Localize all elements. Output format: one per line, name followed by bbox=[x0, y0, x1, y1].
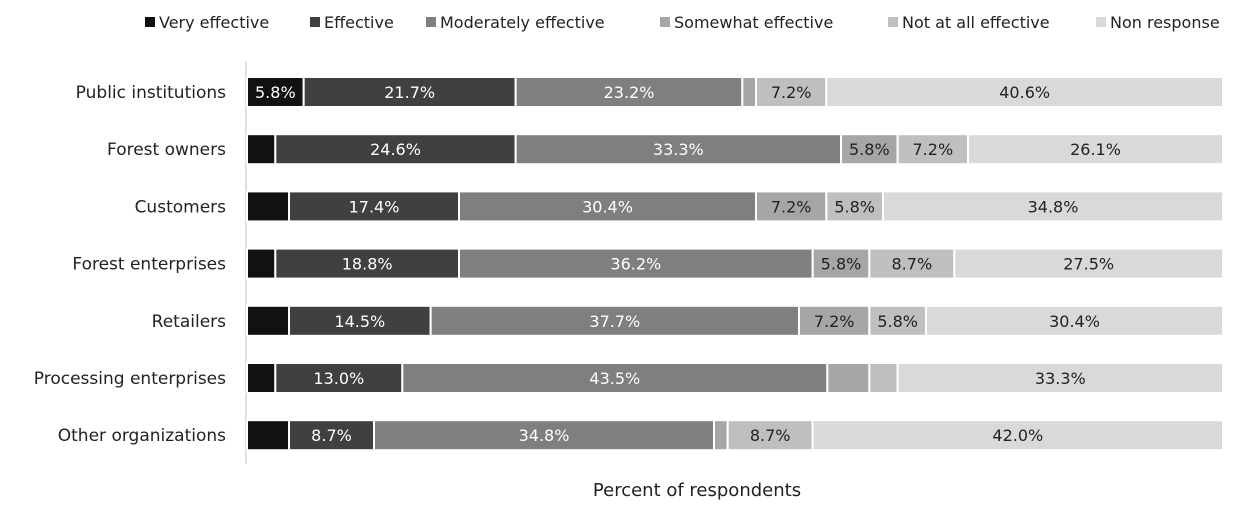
bar-segment bbox=[741, 76, 758, 108]
bar-segment bbox=[514, 76, 744, 108]
data-label: 34.8% bbox=[1028, 197, 1079, 216]
data-label: 13.0% bbox=[313, 369, 364, 388]
legend-label: Moderately effective bbox=[440, 13, 605, 32]
legend-swatch bbox=[660, 17, 670, 27]
data-label: 43.5% bbox=[589, 369, 640, 388]
data-label: 14.5% bbox=[334, 312, 385, 331]
data-label: 5.8% bbox=[255, 83, 296, 102]
data-label: 5.8% bbox=[877, 312, 918, 331]
legend-swatch bbox=[1096, 17, 1106, 27]
data-label: 23.2% bbox=[604, 83, 655, 102]
bar-segment bbox=[924, 304, 1225, 337]
data-label: 30.4% bbox=[582, 197, 633, 216]
data-label: 8.7% bbox=[311, 426, 352, 445]
data-label: 8.7% bbox=[892, 255, 933, 274]
bar-segment bbox=[953, 247, 1225, 280]
data-label: 5.8% bbox=[834, 197, 875, 216]
data-label: 27.5% bbox=[1063, 255, 1114, 274]
bar-segment bbox=[825, 76, 1224, 108]
bar-segment bbox=[288, 419, 376, 452]
legend-swatch bbox=[888, 17, 898, 27]
data-label: 7.2% bbox=[771, 197, 812, 216]
data-label: 5.8% bbox=[821, 255, 862, 274]
bar-segment bbox=[246, 362, 277, 394]
bar-segment bbox=[274, 362, 404, 394]
legend-swatch bbox=[426, 17, 436, 27]
data-label: 30.4% bbox=[1049, 312, 1100, 331]
bars: 5.8% 21.7% 23.2% 7.2% 40.6% 24.6% 33.3% 5.8% 7.2… bbox=[246, 76, 1225, 452]
bar-segment bbox=[458, 247, 814, 280]
data-label: 24.6% bbox=[370, 140, 421, 159]
data-label: 8.7% bbox=[750, 426, 791, 445]
bar-segment bbox=[797, 304, 871, 337]
category-labels: Public institutions Forest owners Customer… bbox=[34, 83, 226, 446]
bar-segment bbox=[401, 362, 829, 394]
legend-label: Somewhat effective bbox=[674, 13, 833, 32]
legend-swatch bbox=[310, 17, 320, 27]
bar-segment bbox=[288, 190, 461, 223]
bar-segment bbox=[246, 247, 277, 280]
legend: Very effective Effective Moderately effect… bbox=[145, 13, 1220, 32]
bar-segment bbox=[302, 76, 517, 108]
data-label: 33.3% bbox=[653, 140, 704, 159]
data-label: 34.8% bbox=[519, 426, 570, 445]
bar-segment bbox=[274, 247, 461, 280]
category-label: Other organizations bbox=[58, 426, 226, 446]
bar-segment bbox=[246, 419, 291, 452]
data-label: 37.7% bbox=[589, 312, 640, 331]
category-label: Customers bbox=[135, 197, 227, 217]
legend-label: Not at all effective bbox=[902, 13, 1050, 32]
data-label: 5.8% bbox=[849, 140, 890, 159]
bar-segment bbox=[288, 304, 432, 337]
category-label: Public institutions bbox=[76, 83, 226, 103]
bar-segment bbox=[246, 133, 277, 166]
category-label: Forest owners bbox=[107, 140, 226, 160]
category-label: Retailers bbox=[152, 312, 226, 332]
data-label: 36.2% bbox=[610, 255, 661, 274]
legend-label: Effective bbox=[324, 13, 394, 32]
data-label: 17.4% bbox=[349, 197, 400, 216]
bar-segment bbox=[868, 247, 956, 280]
bar-segment bbox=[246, 190, 291, 223]
bar-segment bbox=[811, 247, 871, 280]
x-axis-title: Percent of respondents bbox=[593, 480, 801, 501]
bar-segment bbox=[882, 190, 1224, 223]
bar-segment bbox=[896, 133, 970, 166]
legend-swatch bbox=[145, 17, 155, 27]
bar-segment bbox=[967, 133, 1225, 166]
data-label: 7.2% bbox=[814, 312, 855, 331]
data-label: 26.1% bbox=[1070, 140, 1121, 159]
category-label: Forest enterprises bbox=[72, 255, 226, 275]
data-label: 18.8% bbox=[342, 255, 393, 274]
category-label: Processing enterprises bbox=[34, 369, 226, 389]
bar-segment bbox=[712, 419, 729, 452]
data-label: 42.0% bbox=[992, 426, 1043, 445]
legend-label: Very effective bbox=[159, 13, 269, 32]
bar-segment bbox=[868, 362, 899, 394]
data-label: 21.7% bbox=[384, 83, 435, 102]
data-label: 40.6% bbox=[999, 83, 1050, 102]
bar-segment bbox=[246, 304, 291, 337]
bar-segment bbox=[825, 190, 885, 223]
bar-segment bbox=[373, 419, 715, 452]
data-label: 33.3% bbox=[1035, 369, 1086, 388]
bar-segment bbox=[826, 362, 871, 394]
bar-segment bbox=[811, 419, 1224, 452]
data-label: 7.2% bbox=[913, 140, 954, 159]
data-label: 7.2% bbox=[771, 83, 812, 102]
legend-label: Non response bbox=[1110, 13, 1220, 32]
bar-segment bbox=[896, 362, 1225, 394]
